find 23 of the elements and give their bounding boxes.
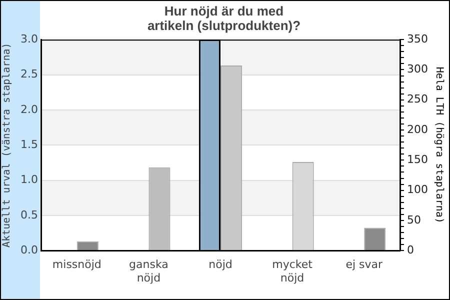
x-tick-label: ej svar: [346, 258, 383, 272]
x-tick-label: nöjd: [208, 258, 232, 272]
y-tick-label: 0.5: [20, 208, 38, 222]
x-tick-label: missnöjd: [52, 258, 102, 272]
chart-title: Hur nöjd är du med artikeln (slutprodukten)?: [147, 4, 301, 34]
y-tick-label: 1.5: [20, 138, 38, 151]
y-tick-label: 1.0: [20, 173, 38, 186]
y-tick-label: 0.0: [20, 243, 38, 256]
y-axis-title: Aktuellt urval (vänstra staplarna): [2, 42, 13, 248]
y-tick-label: 2.5: [20, 68, 38, 81]
x-tick-label: ganska nöjd: [129, 258, 168, 284]
y2-tick-label: 0: [407, 243, 414, 256]
y2-tick-label: 50: [407, 213, 422, 226]
y2-tick-label: 100: [407, 183, 428, 196]
y-tick-label: 2.0: [20, 102, 38, 116]
y-tick-label: 3.0: [20, 32, 38, 46]
y2-tick-label: 250: [407, 92, 428, 106]
y2-axis-title: Hela LTH (högra staplarna): [433, 66, 444, 224]
y2-tick-label: 300: [407, 62, 428, 76]
x-tick-label: mycket nöjd: [272, 258, 314, 284]
y2-tick-label: 350: [407, 32, 428, 46]
y2-tick-label: 200: [407, 122, 428, 136]
y2-tick-label: 150: [407, 153, 428, 166]
